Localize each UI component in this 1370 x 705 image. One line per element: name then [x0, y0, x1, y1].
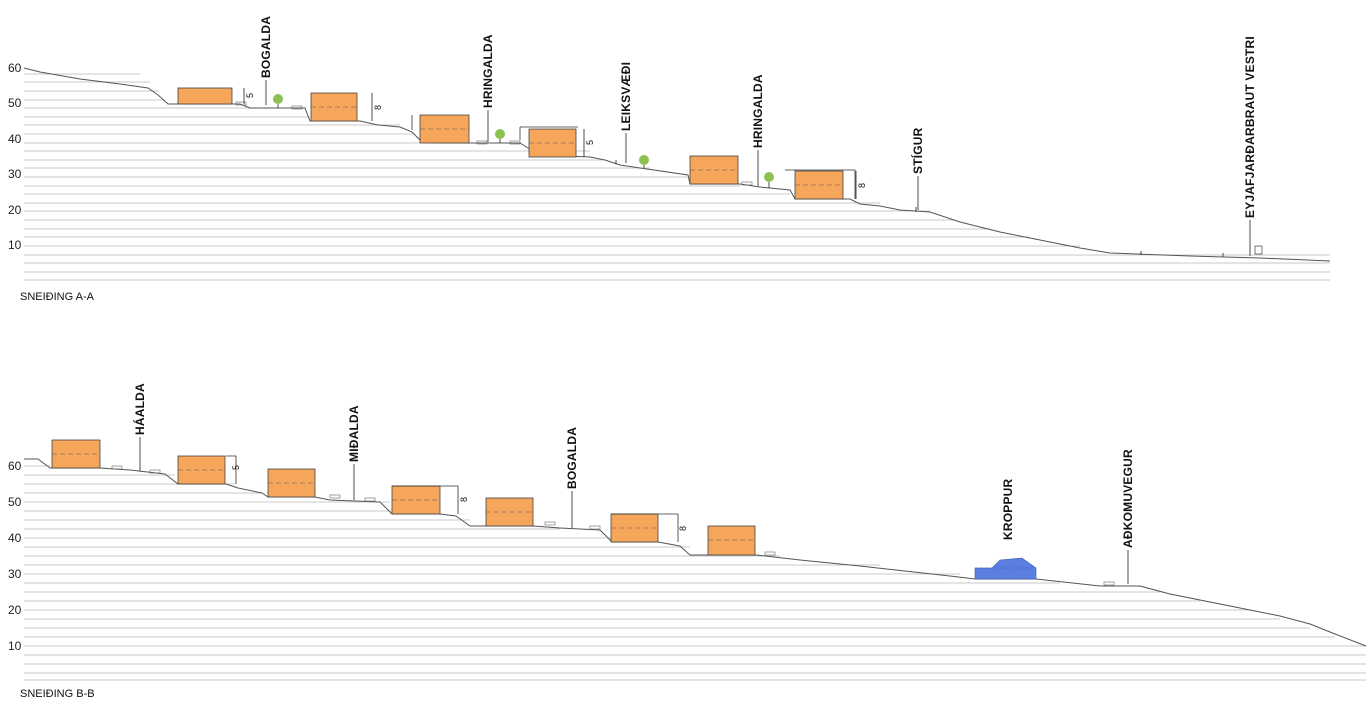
section-b-tick-50: 50	[8, 495, 22, 509]
section-a-tick-40: 40	[8, 132, 22, 146]
dimension-label: 8	[678, 526, 688, 531]
dimension-label: 8	[857, 183, 867, 188]
label-kroppur: KROPPUR	[1001, 478, 1015, 540]
section-a: 60 50 40 30 20 10	[8, 16, 1331, 303]
tree-icon	[273, 94, 283, 104]
section-b-dimensions: 5 8 8	[231, 465, 688, 531]
section-a-buildings	[177, 87, 844, 200]
building-b5	[485, 497, 534, 527]
building-a2	[310, 92, 358, 122]
building-b7	[707, 525, 756, 556]
section-b-buildings	[51, 439, 756, 556]
label-bogalda: BOGALDA	[259, 16, 273, 78]
section-b-street-details	[111, 465, 1115, 586]
kroppur-rock	[974, 557, 1037, 580]
section-b-title: SNEIÐING B-B	[20, 688, 95, 700]
label-adkomuvegur: AÐKOMUVEGUR	[1121, 449, 1135, 548]
section-b-tick-10: 10	[8, 639, 22, 653]
dimension-label: 5	[245, 93, 255, 98]
section-a-street-details	[235, 101, 1263, 257]
section-a-tick-10: 10	[8, 238, 22, 252]
section-a-dimensions: 5 8 5 8	[243, 88, 867, 199]
section-b-tick-30: 30	[8, 567, 22, 581]
label-leiksvaedi: LEIKSVÆÐI	[619, 62, 633, 131]
section-b: 60 50 40 30 20 10	[8, 383, 1367, 700]
building-b3	[267, 468, 316, 498]
building-a4	[528, 128, 577, 158]
tree-icon	[495, 129, 505, 139]
dimension-label: 8	[459, 497, 469, 502]
section-b-tick-40: 40	[8, 531, 22, 545]
section-a-tick-60: 60	[8, 61, 22, 75]
tree-icon	[639, 155, 649, 165]
label-bogalda-b: BOGALDA	[565, 427, 579, 489]
section-b-gridlines	[24, 465, 1366, 681]
section-b-tick-20: 20	[8, 603, 22, 617]
section-b-tick-60: 60	[8, 459, 22, 473]
building-b2	[177, 455, 226, 485]
dimension-label: 5	[231, 465, 241, 470]
building-b6	[610, 513, 659, 543]
label-midalda: MIÐALDA	[347, 405, 361, 462]
dimension-label: 5	[585, 140, 595, 145]
tree-icon	[764, 172, 774, 182]
section-a-tick-20: 20	[8, 203, 22, 217]
dimension-label: 8	[373, 105, 383, 110]
section-a-tick-50: 50	[8, 96, 22, 110]
label-haalda: HÁALDA	[132, 383, 147, 435]
label-eyjafjardarbraut-vestri: EYJAFJARÐARBRAUT VESTRI	[1243, 36, 1257, 218]
section-b-terrain	[24, 458, 1367, 647]
section-a-trees	[273, 94, 774, 188]
section-a-title: SNEIÐING A-A	[20, 291, 95, 303]
label-hringalda-2: HRINGALDA	[751, 74, 765, 148]
label-stigur: STÍGUR	[910, 127, 925, 174]
section-a-terrain	[23, 67, 1331, 262]
section-a-tick-30: 30	[8, 167, 22, 181]
building-a1	[177, 87, 233, 105]
section-a-gridlines	[24, 73, 1330, 281]
label-hringalda: HRINGALDA	[481, 34, 495, 108]
